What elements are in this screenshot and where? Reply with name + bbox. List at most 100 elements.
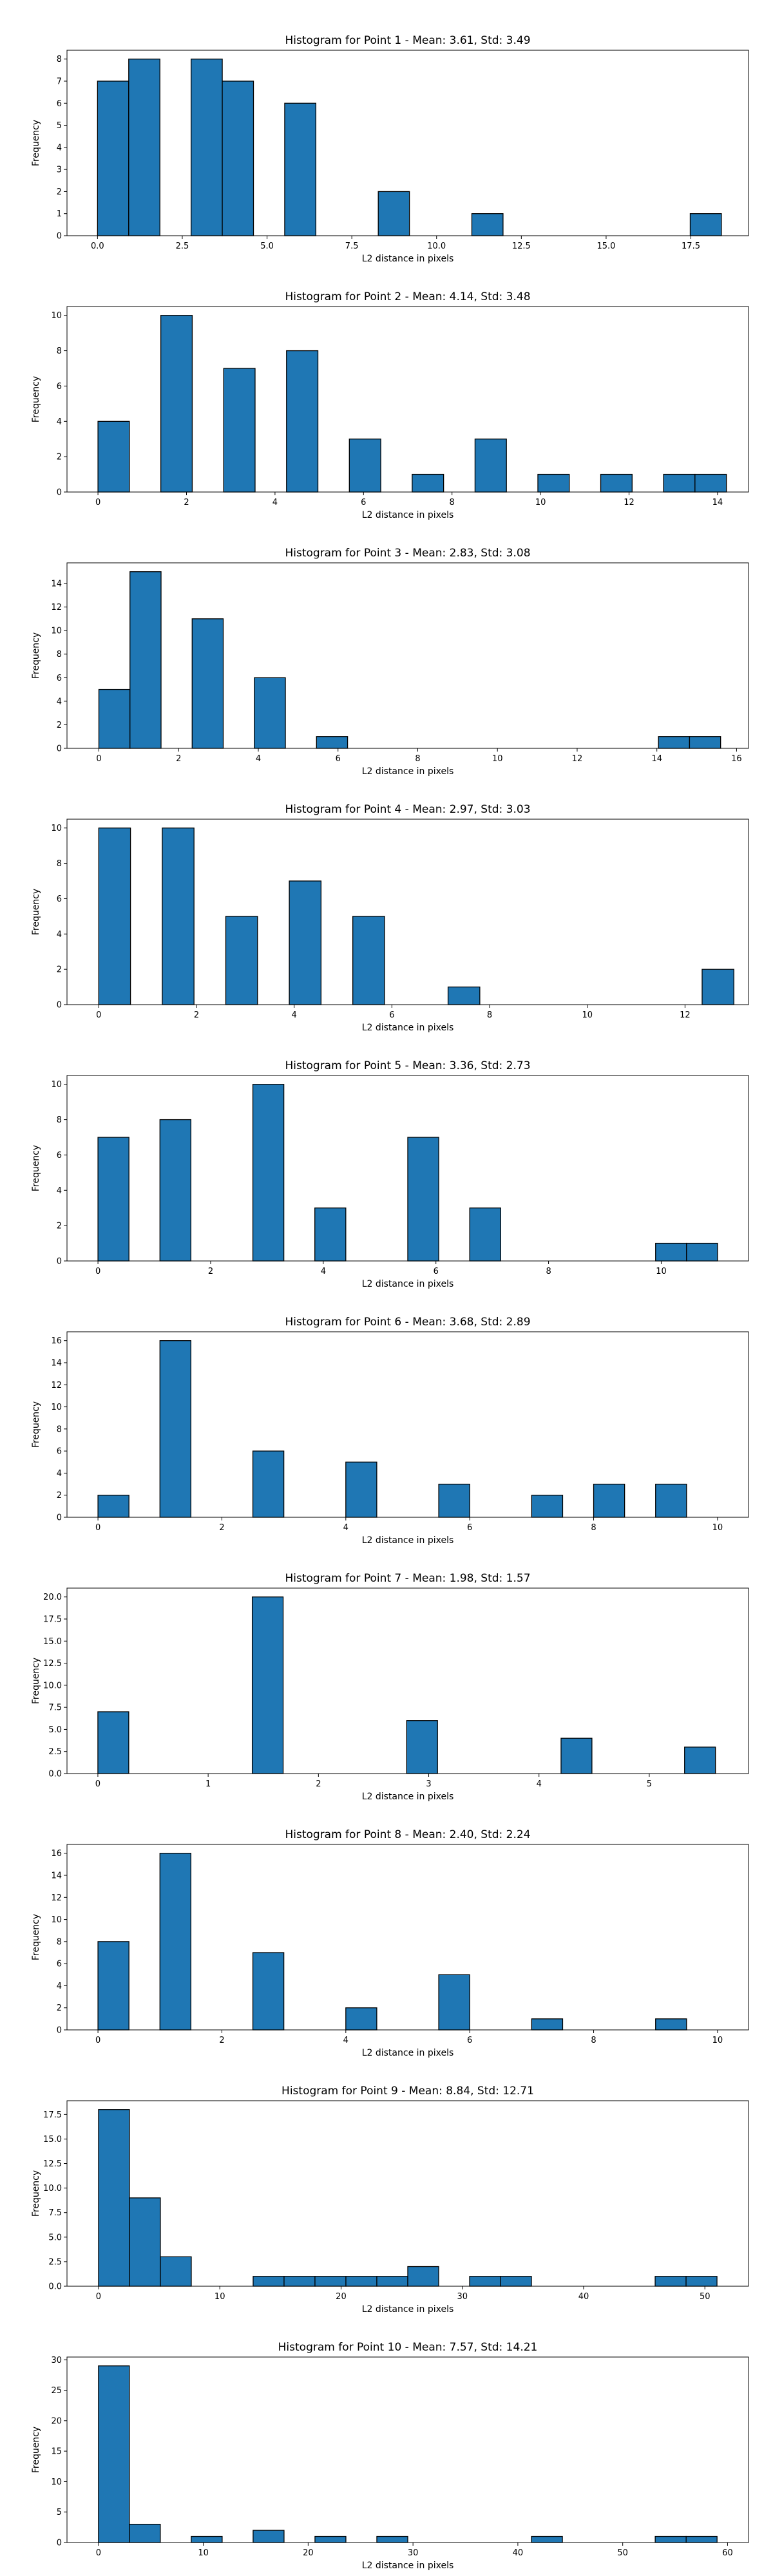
histogram-bar bbox=[600, 473, 633, 493]
histogram-bar bbox=[560, 1738, 593, 1774]
histogram-bar bbox=[252, 1084, 285, 1262]
y-tick-label: 6 bbox=[57, 382, 62, 392]
y-tick-label: 0 bbox=[57, 232, 62, 242]
y-tick-label: 0 bbox=[57, 2026, 62, 2036]
x-tick-label: 5.0 bbox=[260, 242, 274, 251]
x-tick-label: 2 bbox=[184, 498, 189, 507]
x-tick-label: 2 bbox=[316, 1779, 321, 1789]
y-tick-label: 6 bbox=[57, 1960, 62, 1969]
y-tick-label: 2.5 bbox=[48, 1747, 62, 1757]
x-tick-label: 0.0 bbox=[91, 242, 104, 251]
x-tick-label: 0 bbox=[95, 1779, 100, 1789]
y-tick-label: 4 bbox=[57, 1469, 62, 1479]
y-tick-label: 17.5 bbox=[43, 1615, 62, 1625]
y-tick-label: 7 bbox=[57, 77, 62, 87]
y-tick-label: 15.0 bbox=[43, 2135, 62, 2145]
y-tick-label: 14 bbox=[51, 1871, 62, 1881]
y-tick-label: 2.5 bbox=[48, 2257, 62, 2267]
y-tick-label: 17.5 bbox=[43, 2110, 62, 2120]
histogram-bar bbox=[160, 2256, 192, 2287]
x-tick-label: 30 bbox=[408, 2548, 419, 2558]
axes-frame bbox=[66, 1075, 749, 1262]
x-tick-label: 2 bbox=[194, 1010, 199, 1020]
x-tick-label: 8 bbox=[450, 498, 455, 507]
x-tick-label: 10.0 bbox=[427, 242, 446, 251]
histogram-bar bbox=[253, 2530, 285, 2543]
histogram-bar bbox=[685, 2276, 718, 2287]
x-tick-label: 10 bbox=[582, 1010, 593, 1020]
y-tick-label: 4 bbox=[57, 143, 62, 153]
histogram-bar bbox=[500, 2276, 532, 2287]
y-tick-label: 12 bbox=[51, 1381, 62, 1390]
histogram-bar bbox=[447, 986, 481, 1005]
histogram-bar bbox=[471, 213, 504, 236]
x-tick-label: 8 bbox=[591, 2036, 596, 2045]
x-tick-label: 17.5 bbox=[682, 242, 700, 251]
histogram-bar bbox=[284, 102, 317, 236]
y-tick-label: 12 bbox=[51, 603, 62, 612]
y-tick-label: 10 bbox=[51, 2477, 62, 2487]
histogram-bar bbox=[252, 1952, 285, 2031]
y-tick-label: 6 bbox=[57, 1447, 62, 1457]
axes-frame bbox=[66, 1331, 749, 1518]
y-tick-label: 2 bbox=[57, 2003, 62, 2013]
x-axis-label: L2 distance in pixels bbox=[362, 766, 454, 777]
y-tick-label: 15 bbox=[51, 2447, 62, 2457]
x-tick-label: 0 bbox=[95, 498, 100, 507]
y-tick-label: 4 bbox=[57, 930, 62, 940]
histogram-panel-1: Histogram for Point 1 - Mean: 3.61, Std:… bbox=[31, 34, 749, 264]
histogram-bar bbox=[469, 1208, 501, 1262]
histogram-bar bbox=[191, 59, 223, 236]
y-tick-label: 10 bbox=[51, 1080, 62, 1090]
x-tick-label: 1 bbox=[205, 1779, 211, 1789]
y-tick-label: 6 bbox=[57, 895, 62, 904]
x-tick-label: 4 bbox=[343, 2036, 348, 2045]
x-tick-label: 6 bbox=[467, 2036, 472, 2045]
histogram-bar bbox=[686, 1242, 718, 1262]
y-tick-label: 5.0 bbox=[48, 2233, 62, 2242]
y-tick-label: 7.5 bbox=[48, 2208, 62, 2218]
histogram-bar bbox=[684, 1747, 716, 1774]
axes-frame bbox=[66, 2356, 749, 2543]
histogram-bar bbox=[348, 439, 381, 493]
y-tick-label: 12.5 bbox=[43, 2159, 62, 2169]
x-tick-label: 12 bbox=[572, 754, 583, 764]
histogram-bar bbox=[469, 2276, 501, 2287]
histogram-bar bbox=[689, 213, 722, 236]
x-tick-label: 4 bbox=[256, 754, 261, 764]
y-tick-label: 16 bbox=[51, 1849, 62, 1859]
x-tick-label: 50 bbox=[617, 2548, 628, 2558]
histogram-bar bbox=[438, 1974, 470, 2031]
y-tick-label: 5.0 bbox=[48, 1725, 62, 1735]
x-tick-label: 8 bbox=[591, 1523, 596, 1533]
y-tick-label: 8 bbox=[57, 859, 62, 869]
y-tick-label: 3 bbox=[57, 166, 62, 175]
y-axis-label: Frequency bbox=[31, 1145, 41, 1191]
y-tick-label: 20 bbox=[51, 2416, 62, 2426]
x-axis-label: L2 distance in pixels bbox=[362, 2561, 454, 2571]
histogram-bar bbox=[407, 1137, 439, 1262]
histogram-bar bbox=[655, 2018, 687, 2031]
x-tick-label: 4 bbox=[321, 1267, 326, 1276]
x-tick-label: 8 bbox=[415, 754, 420, 764]
y-tick-label: 0 bbox=[57, 488, 62, 498]
x-tick-label: 2 bbox=[219, 2036, 224, 2045]
x-tick-label: 10 bbox=[712, 2036, 723, 2045]
histogram-bar bbox=[225, 916, 258, 1005]
x-tick-label: 0 bbox=[96, 1010, 101, 1020]
chart-title: Histogram for Point 10 - Mean: 7.57, Std… bbox=[278, 2341, 538, 2354]
histogram-panel-8: Histogram for Point 8 - Mean: 2.40, Std:… bbox=[31, 1828, 749, 2058]
histogram-panel-5: Histogram for Point 5 - Mean: 3.36, Std:… bbox=[31, 1059, 749, 1289]
histogram-bar bbox=[537, 473, 570, 493]
y-axis-label: Frequency bbox=[31, 889, 41, 935]
histogram-bar bbox=[654, 2535, 687, 2543]
y-tick-label: 8 bbox=[57, 1937, 62, 1947]
histogram-panel-7: Histogram for Point 7 - Mean: 1.98, Std:… bbox=[31, 1572, 749, 1802]
x-tick-label: 10 bbox=[535, 498, 546, 507]
x-tick-label: 60 bbox=[722, 2548, 733, 2558]
histogram-bar bbox=[252, 1450, 285, 1518]
histogram-bar bbox=[97, 80, 129, 236]
x-tick-label: 10 bbox=[215, 2292, 225, 2302]
x-tick-label: 2 bbox=[219, 1523, 224, 1533]
histogram-bar bbox=[289, 880, 322, 1005]
